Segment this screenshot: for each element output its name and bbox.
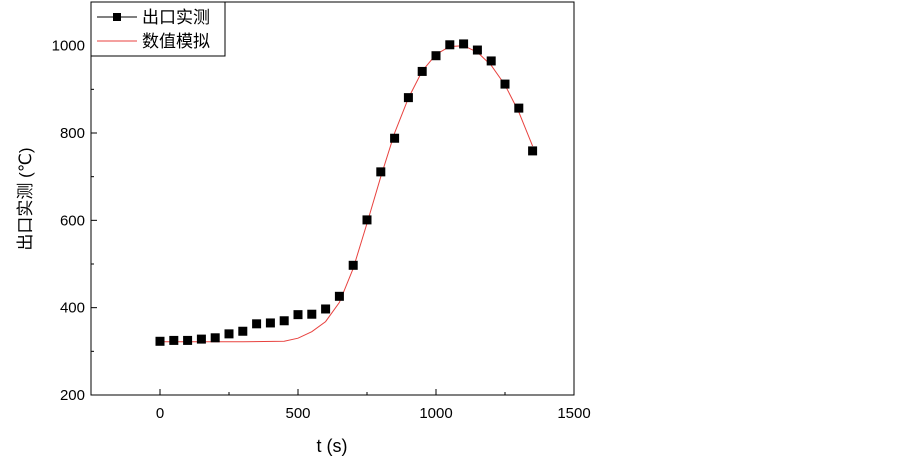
y-axis-ticks: 200 400 600 800 1000 <box>52 38 97 404</box>
measured-point <box>500 79 510 89</box>
measured-point <box>390 133 400 143</box>
y-tick-label: 400 <box>60 300 85 317</box>
measured-point <box>362 215 372 225</box>
measured-point <box>252 319 262 329</box>
measured-point <box>514 103 524 113</box>
legend: 出口实测 数值模拟 <box>90 1 226 57</box>
y-tick-label: 800 <box>60 125 85 142</box>
measured-point <box>376 167 386 177</box>
series-layer <box>155 39 538 346</box>
x-tick-label: 500 <box>285 405 310 422</box>
x-tick-label: 1500 <box>557 405 590 422</box>
measured-point <box>210 333 220 343</box>
measured-point <box>459 39 469 49</box>
x-axis-ticks: 0 500 1000 1500 <box>156 389 591 422</box>
measured-point <box>196 334 206 344</box>
measured-point <box>293 310 303 320</box>
legend-box <box>90 1 226 57</box>
measured-point <box>472 45 482 55</box>
legend-marker-measured <box>113 13 121 21</box>
measured-point <box>183 335 193 345</box>
y-tick-label: 1000 <box>52 38 85 55</box>
measured-point <box>486 56 496 66</box>
measured-point <box>279 316 289 326</box>
measured-point <box>417 66 427 76</box>
simulation-line <box>160 45 534 343</box>
measured-point <box>445 40 455 50</box>
measured-point <box>403 93 413 103</box>
legend-label-measured: 出口实测 <box>142 8 210 27</box>
plot-frame <box>90 1 575 396</box>
measured-point <box>169 335 179 345</box>
measured-point <box>224 329 234 339</box>
y-axis-label: 出口实测 (℃) <box>16 147 35 250</box>
x-tick-label: 1000 <box>419 405 452 422</box>
x-tick-label: 0 <box>156 405 164 422</box>
measured-point <box>307 309 317 319</box>
measured-point <box>238 326 248 336</box>
legend-label-simulated: 数值模拟 <box>142 32 210 51</box>
measured-point <box>334 291 344 301</box>
measured-point <box>431 51 441 61</box>
x-axis-label: t (s) <box>317 436 348 456</box>
measured-point <box>321 304 331 314</box>
y-tick-label: 200 <box>60 387 85 404</box>
measured-point <box>155 336 165 346</box>
measured-point <box>528 146 538 156</box>
y-tick-label: 600 <box>60 212 85 229</box>
measured-point <box>348 260 358 270</box>
measured-point <box>265 318 275 328</box>
